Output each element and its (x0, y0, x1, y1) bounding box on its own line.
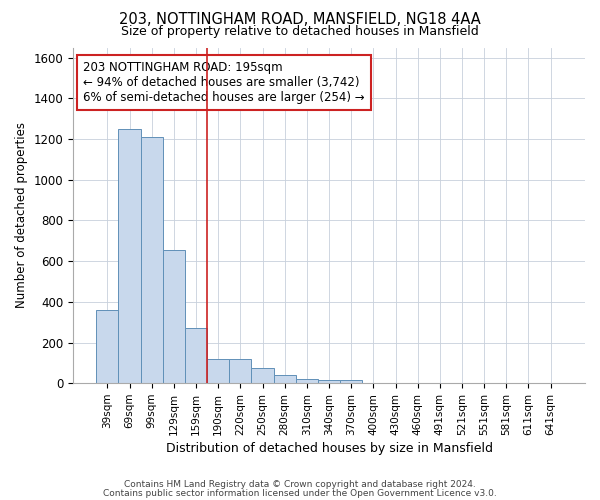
Bar (96, 310, 118, 383)
Text: Contains public sector information licensed under the Open Government Licence v3: Contains public sector information licen… (103, 489, 497, 498)
Bar (118, 129, 140, 383)
Bar (140, 137, 163, 383)
X-axis label: Distribution of detached houses by size in Mansfield: Distribution of detached houses by size … (166, 442, 493, 455)
Bar (340, 380, 362, 383)
Bar (274, 375, 296, 383)
Text: Size of property relative to detached houses in Mansfield: Size of property relative to detached ho… (121, 25, 479, 38)
Text: 203, NOTTINGHAM ROAD, MANSFIELD, NG18 4AA: 203, NOTTINGHAM ROAD, MANSFIELD, NG18 4A… (119, 12, 481, 28)
Bar (185, 328, 207, 383)
Bar (163, 250, 185, 383)
Text: 203 NOTTINGHAM ROAD: 195sqm
← 94% of detached houses are smaller (3,742)
6% of s: 203 NOTTINGHAM ROAD: 195sqm ← 94% of det… (83, 61, 365, 104)
Bar (207, 359, 229, 383)
Bar (296, 379, 318, 383)
Bar (318, 380, 340, 383)
Text: Contains HM Land Registry data © Crown copyright and database right 2024.: Contains HM Land Registry data © Crown c… (124, 480, 476, 489)
Y-axis label: Number of detached properties: Number of detached properties (15, 122, 28, 308)
Bar (251, 368, 274, 383)
Bar (229, 359, 251, 383)
